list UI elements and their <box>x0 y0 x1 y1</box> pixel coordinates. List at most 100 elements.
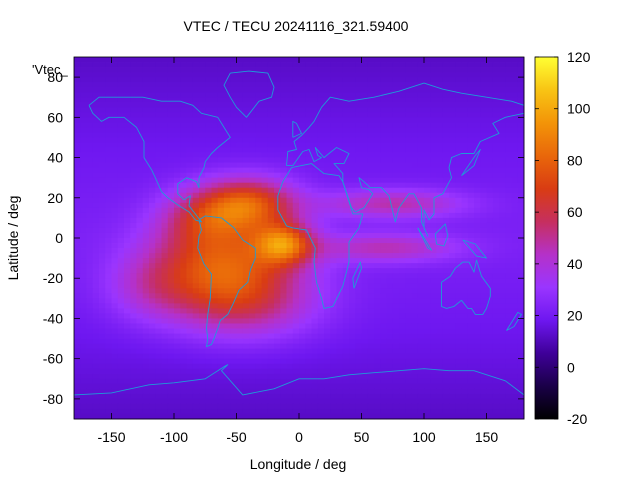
heat-cell <box>405 82 412 88</box>
heat-cell <box>261 217 269 224</box>
heat-cell <box>236 192 244 199</box>
heat-cell <box>405 182 412 189</box>
heat-cell <box>399 283 406 289</box>
heat-cell <box>424 293 431 299</box>
heat-cell <box>105 192 112 199</box>
heat-cell <box>255 383 262 390</box>
heat-cell <box>311 172 319 179</box>
heat-cell <box>386 142 394 148</box>
heat-cell <box>399 77 406 83</box>
heat-cell <box>474 92 481 98</box>
heat-cell <box>180 358 187 365</box>
heat-cell <box>149 268 156 274</box>
heat-cell <box>224 403 231 410</box>
heat-cell <box>455 112 462 118</box>
heat-cell <box>280 222 287 229</box>
heat-cell <box>111 207 119 214</box>
heat-cell <box>92 303 100 309</box>
heat-cell <box>517 298 525 304</box>
heat-cell <box>386 132 394 138</box>
heat-cell <box>474 333 481 339</box>
heat-cell <box>467 182 475 189</box>
heat-cell <box>230 227 237 234</box>
heat-cell <box>155 393 162 400</box>
heat-cell <box>280 197 287 204</box>
heat-cell <box>467 273 475 279</box>
heat-cell <box>299 217 306 224</box>
heat-cell <box>80 177 87 184</box>
heat-cell <box>399 318 406 324</box>
heat-cell <box>205 82 212 88</box>
heat-cell <box>480 388 487 395</box>
heat-cell <box>361 152 369 158</box>
heat-cell <box>492 348 500 355</box>
heat-cell <box>517 172 525 179</box>
heat-cell <box>305 278 312 284</box>
heat-cell <box>511 398 519 405</box>
heat-cell <box>361 167 369 174</box>
heat-cell <box>142 167 150 174</box>
heat-cell <box>305 323 312 329</box>
heat-cell <box>217 127 225 133</box>
heat-cell <box>280 273 287 279</box>
heat-cell <box>499 303 506 309</box>
heat-cell <box>192 82 200 88</box>
heat-cell <box>142 172 150 179</box>
heat-cell <box>105 343 112 350</box>
heat-cell <box>261 393 269 400</box>
heat-cell <box>117 97 125 103</box>
heat-cell <box>342 248 350 254</box>
heat-cell <box>286 293 294 299</box>
heat-cell <box>124 253 131 259</box>
heat-cell <box>230 97 237 103</box>
heat-cell <box>286 248 294 254</box>
heat-cell <box>461 283 469 289</box>
heat-cell <box>399 308 406 314</box>
heat-cell <box>517 227 525 234</box>
heat-cell <box>242 217 250 224</box>
heat-cell <box>186 243 194 249</box>
heat-cell <box>361 323 369 329</box>
heat-cell <box>511 393 519 400</box>
heat-cell <box>124 343 131 350</box>
heat-cell <box>92 278 100 284</box>
heat-cell <box>399 162 406 169</box>
heat-cell <box>386 187 394 194</box>
heat-cell <box>430 253 437 259</box>
heat-cell <box>155 368 162 375</box>
heat-cell <box>211 167 219 174</box>
heat-cell <box>505 303 512 309</box>
heat-cell <box>242 403 250 410</box>
heat-cell <box>255 263 262 269</box>
heat-cell <box>274 313 281 319</box>
heat-cell <box>436 172 444 179</box>
heat-cell <box>286 383 294 390</box>
heat-cell <box>311 227 319 234</box>
heat-cell <box>517 167 525 174</box>
heat-cell <box>117 278 125 284</box>
heat-cell <box>224 393 231 400</box>
heat-cell <box>480 378 487 385</box>
heat-cell <box>286 182 294 189</box>
heat-cell <box>392 398 400 405</box>
heat-cell <box>74 82 81 88</box>
heat-cell <box>280 318 287 324</box>
heat-cell <box>330 358 337 365</box>
heat-cell <box>274 137 281 143</box>
heat-cell <box>230 217 237 224</box>
heat-cell <box>511 333 519 339</box>
heat-cell <box>317 268 325 274</box>
heat-cell <box>417 222 425 229</box>
heat-cell <box>374 258 381 264</box>
heat-cell <box>236 62 244 68</box>
heat-cell <box>142 227 150 234</box>
heat-cell <box>74 358 81 365</box>
heat-cell <box>355 393 362 400</box>
heat-cell <box>380 212 387 219</box>
heat-cell <box>299 343 306 350</box>
heat-cell <box>192 207 200 214</box>
heat-cell <box>86 313 94 319</box>
heat-cell <box>405 328 412 334</box>
heat-cell <box>211 243 219 249</box>
heat-cell <box>492 192 500 199</box>
